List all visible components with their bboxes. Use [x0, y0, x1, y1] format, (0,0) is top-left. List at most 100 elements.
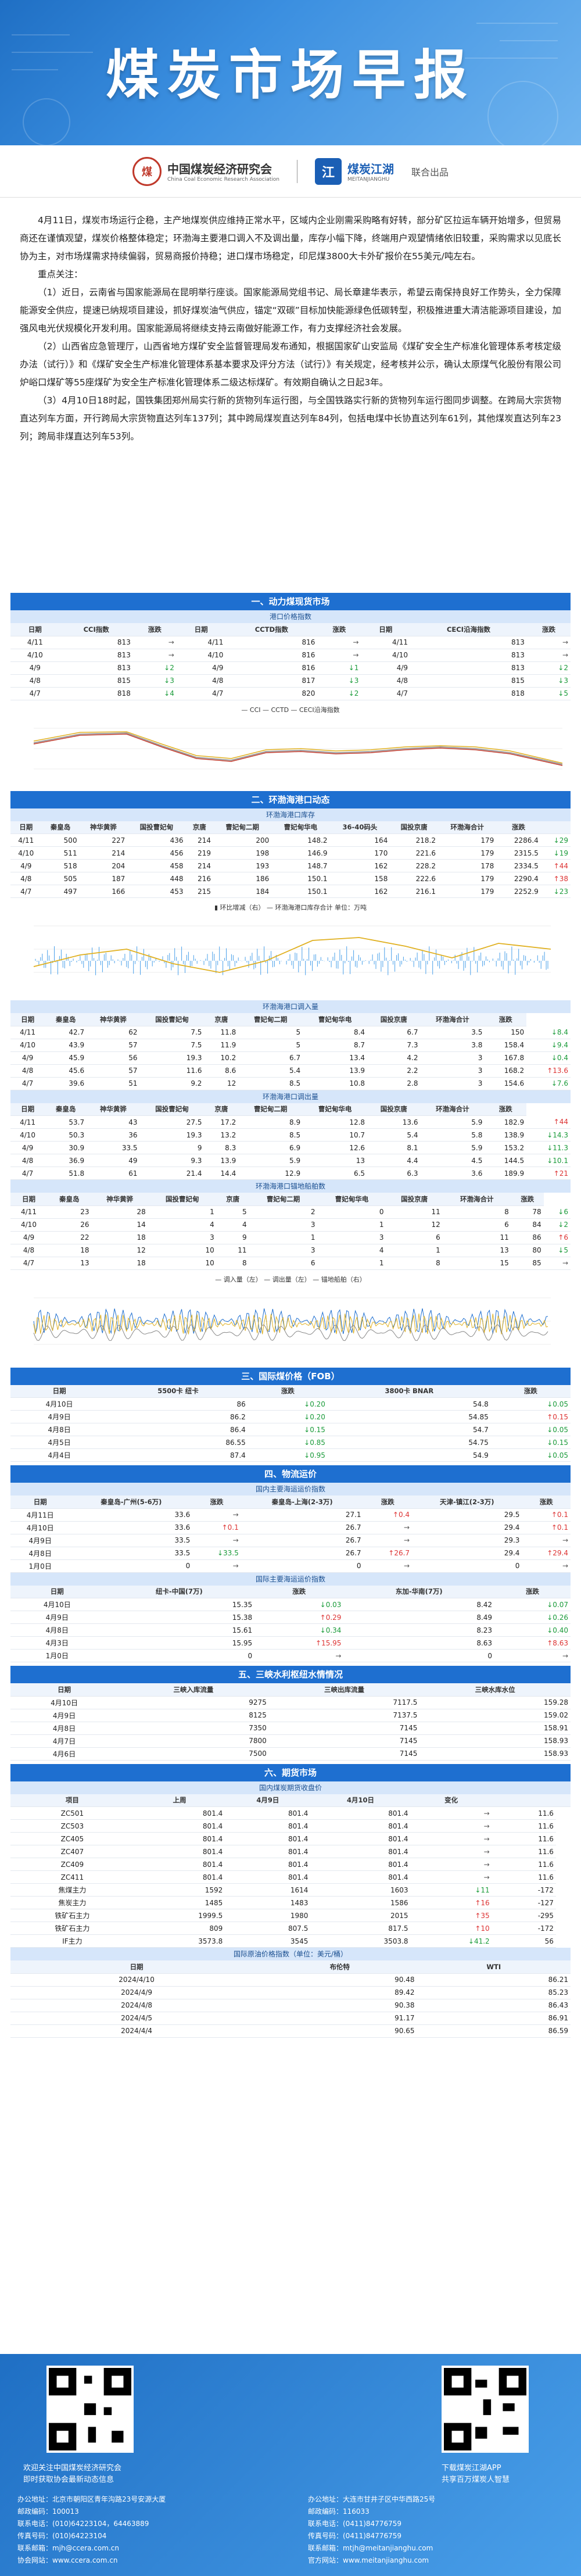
- table-cell: 189.9: [485, 1167, 527, 1180]
- table-cell: 5: [238, 1039, 303, 1052]
- table-cell: 10: [148, 1257, 217, 1270]
- table-cell: 26.7: [241, 1547, 364, 1560]
- section-3-title: 三、国际煤价格（FOB）: [10, 1367, 571, 1385]
- table-cell: 3.5: [420, 1026, 485, 1039]
- column-header: 曹妃甸华电: [303, 1013, 368, 1026]
- table-cell: 2252.9: [496, 885, 541, 898]
- org2-en: MEITANJIANGHU: [347, 177, 390, 183]
- table-row: 4/9 518 204 458 214 193 148.7 162 228.2 178 2334.5…: [10, 859, 571, 872]
- column-header: 秦皇岛: [45, 1013, 87, 1026]
- table-row: 4/11 23 28 1 5 2 0 11 8 78 ↓6: [10, 1205, 571, 1219]
- table-cell: ↓6: [543, 1205, 571, 1219]
- column-header: 日期: [10, 1683, 119, 1697]
- column-header: CCTD指数: [225, 623, 318, 636]
- table-cell: 11.6: [492, 1858, 556, 1871]
- table-cell: 28: [91, 1205, 148, 1219]
- mtjh-email[interactable]: 联系邮箱：mtjh@meitanjianghu.com: [308, 2544, 433, 2552]
- table-cell: 0: [103, 1649, 255, 1662]
- table-row: 4月5日 86.55 ↓0.85 54.75 ↓0.15: [10, 1436, 571, 1449]
- table-row: 4/9 45.9 56 19.3 10.2 6.7 13.4 4.2 3 167.8 ↓0.4: [10, 1051, 571, 1065]
- mtjh-zip: 邮政编码：116033: [308, 2507, 370, 2516]
- focus-heading: 重点关注：: [38, 269, 83, 280]
- table-cell: 3: [249, 1244, 318, 1257]
- mtjh-website[interactable]: 官方网站：www.meitanjianghu.com: [308, 2556, 429, 2564]
- table-cell: 801.4: [310, 1870, 411, 1884]
- column-header: 秦皇岛-上海(2-3万): [241, 1495, 364, 1509]
- ccera-qr-code[interactable]: [46, 2366, 134, 2453]
- table-cell: 13.4: [303, 1051, 368, 1065]
- table-cell: →: [363, 1534, 413, 1547]
- table-cell: 2024/4/8: [10, 1999, 263, 2012]
- table-cell: 8.6: [204, 1064, 239, 1078]
- table-cell: 150.1: [271, 885, 330, 898]
- table-cell: 164: [329, 833, 390, 847]
- table-cell: 26.7: [241, 1534, 364, 1547]
- table-cell: ↓14.3: [526, 1128, 571, 1142]
- table-cell: 186: [213, 872, 272, 885]
- column-header: [492, 1794, 556, 1807]
- table-cell: 0: [317, 1205, 386, 1219]
- table-cell: 7800: [118, 1734, 269, 1748]
- table-cell: ↑26.7: [363, 1547, 413, 1560]
- table-cell: ↓2: [543, 1218, 571, 1232]
- table-cell: 179: [438, 833, 497, 847]
- ccera-email[interactable]: 联系邮箱：mjh@ccera.com.cn: [17, 2544, 119, 2552]
- table-cell: 222.6: [390, 872, 438, 885]
- table-cell: 148.7: [271, 859, 330, 872]
- table-cell: →: [494, 1649, 571, 1662]
- table-cell: 215: [185, 885, 213, 898]
- table-cell: 11: [442, 1231, 511, 1244]
- table-cell: 9.3: [139, 1154, 205, 1167]
- table-cell: 4/10: [10, 846, 42, 860]
- table-cell: →: [526, 649, 571, 662]
- column-header: 曹妃甸华电: [317, 1193, 386, 1206]
- table-cell: 3.6: [420, 1167, 485, 1180]
- table-cell: 4月8日: [10, 1547, 70, 1560]
- table-cell: ↓0.20: [248, 1410, 328, 1423]
- mtjh-qr-code[interactable]: [442, 2366, 529, 2453]
- table-cell: 86.59: [417, 2024, 571, 2038]
- ccera-website[interactable]: 协会网站：www.ccera.com.cn: [17, 2556, 118, 2564]
- table-cell: 5: [238, 1026, 303, 1039]
- table-cell: 5.4: [367, 1128, 421, 1142]
- table-cell: 53.7: [45, 1115, 87, 1129]
- table-cell: 27.5: [139, 1115, 205, 1129]
- table-cell: 5.4: [238, 1064, 303, 1078]
- table-row: 4/8 505 187 448 216 186 150.1 158 222.6 179 2290.4…: [10, 872, 571, 885]
- table-cell: 49: [87, 1154, 140, 1167]
- table-cell: 4月6日: [10, 1747, 119, 1761]
- table-cell: 13.6: [367, 1115, 421, 1129]
- ccera-address: 办公地址：北京市朝阳区青年沟路23号安源大厦: [17, 2495, 166, 2503]
- table-cell: 8.1: [367, 1141, 421, 1154]
- table-cell: 铁矿石主力: [10, 1909, 134, 1922]
- column-header: 涨跌: [317, 623, 361, 636]
- news-item-2: （2）山西省应急管理厅，山西省地方煤矿安全监督管理局发布通知，根据国家矿山安监局…: [20, 341, 561, 388]
- table-cell: ↓0.15: [490, 1436, 571, 1449]
- table-cell: 29.4: [412, 1521, 522, 1534]
- table-cell: 19.3: [139, 1128, 205, 1142]
- column-header: 涨跌: [511, 1193, 544, 1206]
- column-header: 环渤海合计: [420, 1103, 485, 1116]
- table-cell: →: [410, 1845, 492, 1858]
- stock-chart-svg: [33, 925, 551, 975]
- table-cell: 4/10: [10, 649, 60, 662]
- table-cell: 13: [46, 1257, 92, 1270]
- table-cell: 1: [317, 1257, 386, 1270]
- table-cell: 4/7: [361, 687, 410, 700]
- table-row: 4/10 43.9 57 7.5 11.9 5 8.7 7.3 3.8 158.4 ↓9.4: [10, 1039, 571, 1052]
- table-cell: 4/9: [10, 1051, 45, 1065]
- table-cell: 9275: [118, 1696, 269, 1709]
- table-cell: →: [132, 649, 177, 662]
- table-cell: 817: [225, 674, 318, 688]
- ccera-follow-sub: 即时获取协会最新动态信息: [23, 2475, 114, 2484]
- table-cell: 8.5: [238, 1077, 303, 1090]
- table-row: 4月10日 86 ↓0.20 54.8 ↓0.05: [10, 1397, 571, 1411]
- table-cell: 3: [420, 1051, 485, 1065]
- table-cell: 3: [148, 1231, 217, 1244]
- table-cell: 54.75: [327, 1436, 491, 1449]
- table-cell: 813: [59, 636, 133, 649]
- table-cell: 12.6: [303, 1141, 368, 1154]
- table-cell: 90.65: [263, 2024, 417, 2038]
- table-row: 2024/4/4 90.65 86.59: [10, 2024, 571, 2038]
- table-cell: 214: [185, 859, 213, 872]
